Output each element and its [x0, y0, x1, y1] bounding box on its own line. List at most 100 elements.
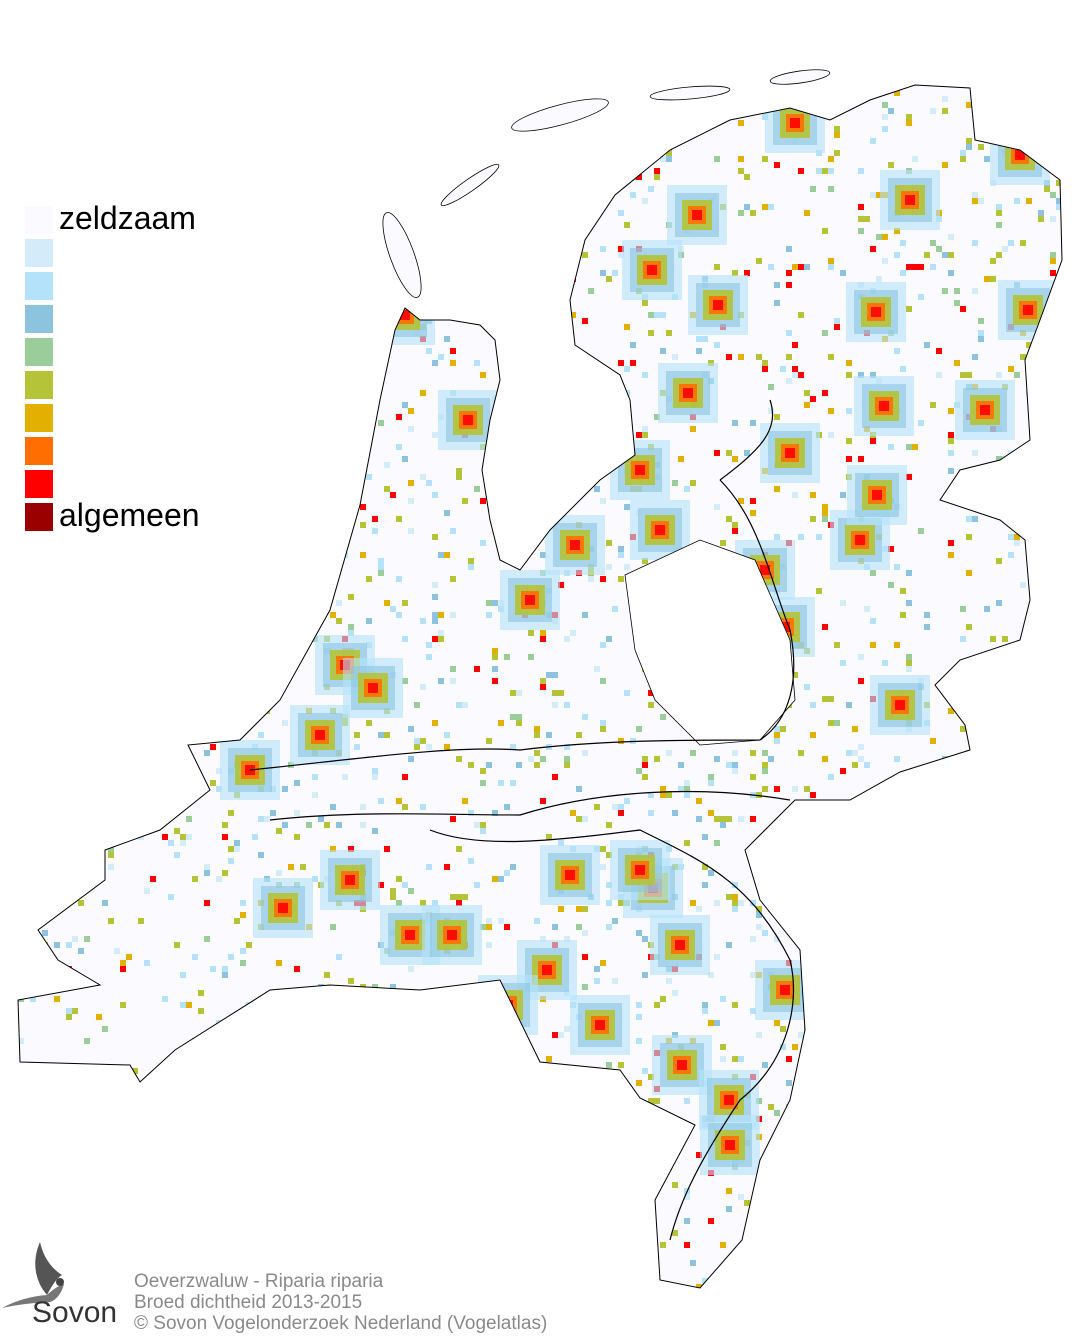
grid-cell — [120, 966, 126, 972]
grid-cell — [804, 390, 810, 396]
grid-cell — [1014, 126, 1020, 132]
grid-cell — [822, 516, 828, 522]
grid-cell — [702, 1002, 708, 1008]
grid-cell — [306, 1098, 312, 1104]
grid-cell — [576, 360, 582, 366]
grid-cell — [438, 1152, 444, 1158]
grid-cell — [528, 498, 534, 504]
grid-cell — [966, 714, 972, 720]
grid-cell — [636, 1176, 642, 1182]
grid-cell — [486, 762, 492, 768]
grid-cell — [444, 90, 450, 96]
grid-cell — [954, 1080, 960, 1086]
grid-cell — [702, 1278, 708, 1284]
grid-cell — [1056, 306, 1062, 312]
grid-cell — [150, 714, 156, 720]
grid-cell — [246, 1038, 252, 1044]
grid-cell — [420, 684, 426, 690]
grid-cell — [102, 1122, 108, 1128]
grid-cell — [894, 564, 900, 570]
grid-cell — [582, 120, 588, 126]
grid-cell — [396, 876, 402, 882]
grid-cell — [1020, 906, 1026, 912]
grid-cell — [618, 108, 624, 114]
grid-cell — [840, 600, 846, 606]
grid-cell — [660, 996, 666, 1002]
grid-cell — [630, 156, 636, 162]
grid-cell — [852, 1068, 858, 1074]
grid-cell — [558, 840, 564, 846]
grid-cell — [66, 1164, 72, 1170]
grid-cell — [636, 174, 642, 180]
grid-cell — [540, 684, 546, 690]
grid-cell — [468, 762, 474, 768]
grid-cell — [918, 1236, 924, 1242]
grid-cell — [996, 1122, 1002, 1128]
grid-cell — [660, 786, 666, 792]
grid-cell — [948, 450, 954, 456]
grid-cell — [558, 1236, 564, 1242]
grid-cell — [84, 108, 90, 114]
grid-cell — [18, 672, 24, 678]
grid-cell — [762, 786, 768, 792]
grid-cell — [72, 588, 78, 594]
grid-cell — [600, 1230, 606, 1236]
grid-cell — [276, 870, 282, 876]
grid-cell — [336, 954, 342, 960]
grid-cell — [774, 534, 780, 540]
grid-cell — [600, 1254, 606, 1260]
grid-cell — [228, 1026, 234, 1032]
grid-cell — [438, 354, 444, 360]
grid-cell — [534, 1062, 540, 1068]
grid-cell — [762, 762, 768, 768]
grid-cell — [144, 960, 150, 966]
grid-cell — [960, 636, 966, 642]
grid-cell — [1032, 528, 1038, 534]
legend-swatch — [25, 305, 53, 333]
grid-cell — [936, 822, 942, 828]
grid-cell — [498, 720, 504, 726]
river — [429, 829, 795, 1241]
grid-cell — [216, 444, 222, 450]
grid-cell — [588, 450, 594, 456]
grid-cell — [492, 648, 498, 654]
grid-cell — [618, 1182, 624, 1188]
grid-cell — [792, 1182, 798, 1188]
grid-cell — [774, 486, 780, 492]
grid-cell — [900, 612, 906, 618]
grid-cell — [198, 594, 204, 600]
grid-cell — [408, 1014, 414, 1020]
grid-cell — [714, 156, 720, 162]
grid-cell — [528, 756, 534, 762]
grid-cell — [348, 126, 354, 132]
grid-cell — [1014, 1122, 1020, 1128]
grid-cell — [966, 696, 972, 702]
grid-cell — [834, 324, 840, 330]
grid-cell — [552, 672, 558, 678]
grid-cell — [60, 1164, 66, 1170]
grid-cell — [390, 888, 396, 894]
grid-cell — [228, 306, 234, 312]
grid-cell — [1038, 1098, 1044, 1104]
grid-cell — [198, 1008, 204, 1014]
grid-cell — [1050, 348, 1056, 354]
grid-cell — [66, 192, 72, 198]
grid-cell — [1056, 180, 1062, 186]
grid-cell — [750, 900, 756, 906]
grid-cell — [762, 156, 768, 162]
grid-cell — [486, 738, 492, 744]
grid-cell — [330, 990, 336, 996]
grid-cell — [420, 1218, 426, 1224]
grid-cell — [18, 552, 24, 558]
grid-cell — [438, 1176, 444, 1182]
grid-cell — [330, 366, 336, 372]
grid-cell — [462, 702, 468, 708]
grid-cell — [840, 768, 846, 774]
grid-cell — [804, 786, 810, 792]
grid-cell — [246, 618, 252, 624]
grid-cell — [228, 348, 234, 354]
grid-cell — [288, 864, 294, 870]
grid-cell — [342, 1062, 348, 1068]
grid-cell — [492, 264, 498, 270]
grid-cell — [594, 804, 600, 810]
